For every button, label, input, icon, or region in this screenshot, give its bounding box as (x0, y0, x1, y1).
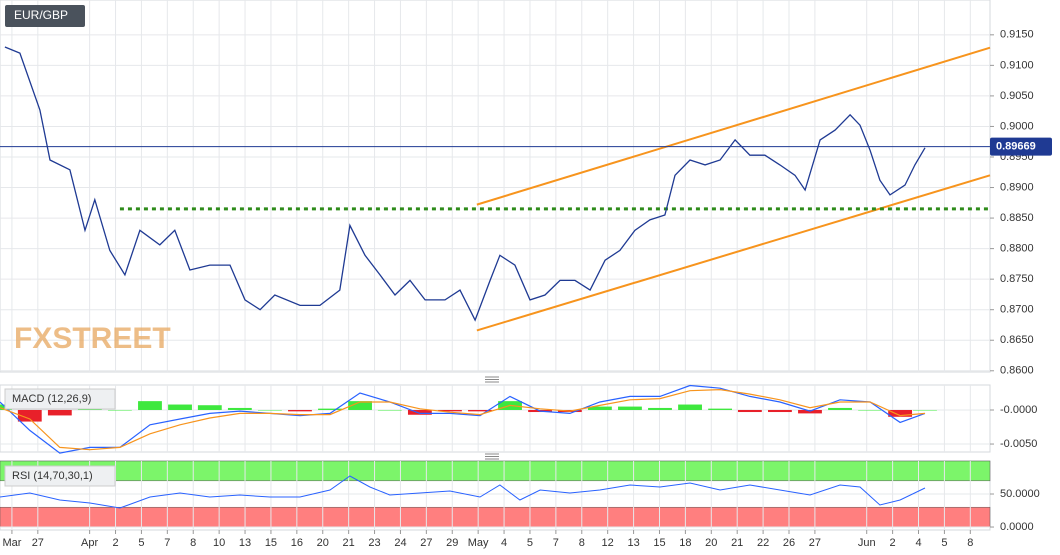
y-tick-label: 0.8700 (1000, 304, 1034, 316)
x-tick-label: 7 (164, 537, 170, 549)
last-price-label: 0.89669 (996, 141, 1036, 153)
y-tick-label: 0.9100 (1000, 59, 1034, 71)
rsi-zone (0, 460, 991, 482)
x-tick-label: 23 (368, 537, 380, 549)
symbol-box (5, 5, 85, 27)
price-line (4, 46, 926, 322)
x-tick-label: May (468, 537, 489, 549)
x-tick-label: 27 (420, 537, 432, 549)
macd-histogram-bar (708, 408, 733, 410)
x-tick-label: 26 (783, 537, 795, 549)
y-tick-label: 50.0000 (1000, 488, 1040, 500)
rsi-zone (0, 506, 991, 528)
price-panel (0, 0, 991, 373)
x-tick-label: 20 (317, 537, 329, 549)
macd-histogram-bar (678, 404, 702, 410)
x-tick-label: 5 (138, 537, 144, 549)
x-tick-label: 13 (627, 537, 639, 549)
x-tick-label: 27 (32, 537, 44, 549)
x-tick-label: 8 (190, 537, 196, 549)
x-tick-label: 4 (501, 537, 507, 549)
x-tick-label: 22 (757, 537, 769, 549)
macd-histogram-bar (47, 409, 72, 416)
x-tick-label: 10 (213, 537, 225, 549)
x-tick-label: Apr (81, 537, 98, 549)
macd-histogram-bar (168, 404, 192, 410)
macd-line (0, 384, 926, 454)
macd-histogram-bar (227, 407, 252, 410)
x-tick-label: Jun (858, 537, 876, 549)
x-tick-label: 2 (890, 537, 896, 549)
x-tick-label: 8 (579, 537, 585, 549)
x-tick-label: 4 (915, 537, 921, 549)
macd-histogram-bar (468, 409, 492, 412)
macd-histogram-bar (913, 409, 937, 411)
y-tick-label: 0.8650 (1000, 334, 1034, 346)
macd-histogram-bar (858, 409, 882, 411)
y-tick-label: 0.9150 (1000, 29, 1034, 41)
indicator-label: MACD (12,26,9) (12, 393, 91, 405)
y-tick-label: 0.9000 (1000, 120, 1034, 132)
macd-histogram-bar (888, 409, 913, 417)
y-tick-label: 0.9050 (1000, 90, 1034, 102)
x-tick-label: 5 (941, 537, 947, 549)
x-tick-label: 29 (446, 537, 458, 549)
macd-histogram-bar (348, 401, 372, 410)
trend-line (476, 46, 991, 206)
resize-handle[interactable] (485, 376, 499, 383)
x-tick-label: 20 (705, 537, 717, 549)
y-tick-label: 0.0000 (1000, 521, 1034, 533)
last-price-box (990, 137, 1052, 156)
x-tick-label: 18 (679, 537, 691, 549)
watermark: FXSTREET (14, 322, 171, 355)
macd-histogram-bar (108, 409, 132, 411)
macd-histogram-bar (197, 405, 222, 410)
x-tick-label: 27 (809, 537, 821, 549)
y-tick-label: 0.8750 (1000, 273, 1034, 285)
macd-histogram-bar (737, 409, 762, 413)
macd-histogram-bar (618, 406, 642, 410)
rsi-line (0, 475, 926, 509)
indicator-label-box (4, 465, 116, 487)
x-tick-label: 16 (291, 537, 303, 549)
macd-histogram-bar (828, 407, 852, 410)
macd-histogram-bar (377, 409, 402, 411)
y-tick-label: 0.8600 (1000, 365, 1034, 377)
x-tick-label: 24 (394, 537, 406, 549)
macd-histogram-bar (17, 409, 42, 422)
indicator-label-box (4, 388, 116, 410)
x-tick-label: 15 (653, 537, 665, 549)
macd-histogram-bar (648, 407, 672, 410)
macd-histogram-bar (288, 409, 312, 412)
macd-histogram-bar (407, 409, 432, 415)
x-tick-label: 8 (967, 537, 973, 549)
macd-histogram-bar (257, 409, 282, 411)
macd-histogram-bar (768, 409, 792, 413)
macd-histogram-bar (138, 401, 162, 410)
x-tick-label: 7 (553, 537, 559, 549)
x-tick-label: 2 (112, 537, 118, 549)
macd-histogram-bar (587, 406, 612, 410)
trend-line (476, 174, 991, 332)
y-tick-label: 0.8900 (1000, 181, 1034, 193)
y-tick-label: 0.8800 (1000, 243, 1034, 255)
macd-line (0, 388, 926, 451)
x-tick-label: 21 (343, 537, 355, 549)
indicator-label: RSI (14,70,30,1) (12, 470, 93, 482)
x-tick-label: 13 (239, 537, 251, 549)
macd-histogram-bar (318, 408, 342, 410)
macd-histogram-bar (438, 409, 462, 412)
x-tick-label: Mar (2, 537, 21, 549)
y-tick-label: -0.0050 (1000, 438, 1037, 450)
macd-panel (0, 384, 991, 453)
x-tick-label: 15 (265, 537, 277, 549)
resize-handle[interactable] (485, 453, 499, 460)
x-tick-label: 12 (602, 537, 614, 549)
x-tick-label: 5 (527, 537, 533, 549)
y-tick-label: 0.8850 (1000, 212, 1034, 224)
x-tick-label: 21 (731, 537, 743, 549)
y-tick-label: -0.0000 (1000, 404, 1037, 416)
symbol-label: EUR/GBP (14, 8, 68, 22)
